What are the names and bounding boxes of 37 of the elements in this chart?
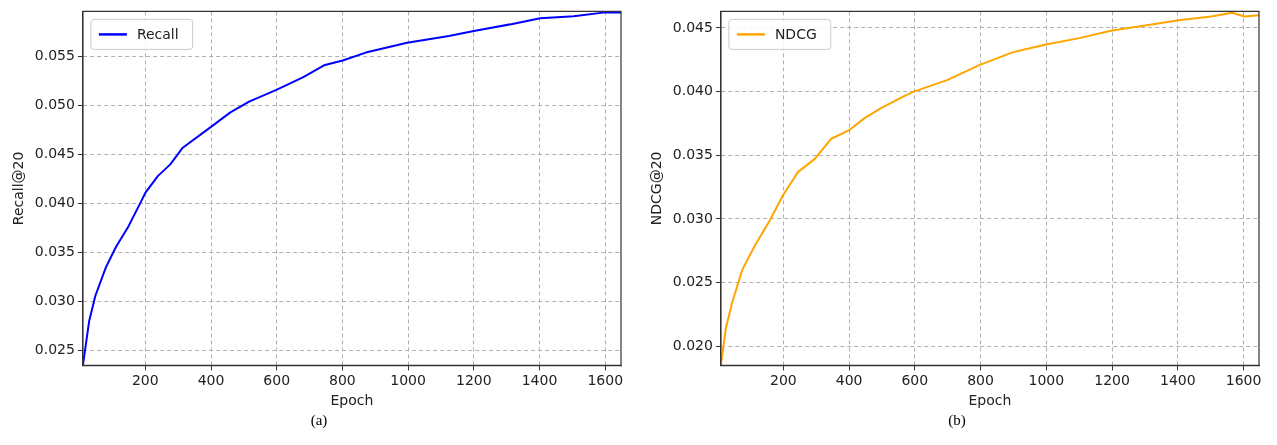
x-tick-label: 1600 <box>587 372 624 389</box>
x-tick-label: 200 <box>769 372 797 389</box>
y-tick-label: 0.030 <box>34 292 75 309</box>
y-tick-label: 0.025 <box>672 273 713 290</box>
x-tick-label: 1400 <box>1159 372 1196 389</box>
y-tick-label: 0.040 <box>672 82 713 99</box>
x-axis-title: Epoch <box>968 392 1012 409</box>
x-tick-label: 600 <box>263 372 291 389</box>
x-tick-label: 400 <box>197 372 225 389</box>
x-tick-label: 200 <box>131 372 159 389</box>
y-axis-title: NDCG@20 <box>648 151 665 226</box>
y-tick-label: 0.035 <box>34 243 75 260</box>
y-axis-title: Recall@20 <box>10 151 27 226</box>
text: (b) <box>948 412 966 429</box>
y-tick-label: 0.050 <box>34 96 75 113</box>
y-tick-label: 0.020 <box>672 336 713 353</box>
text: (a) <box>310 412 328 429</box>
y-tick-label: 0.045 <box>34 145 75 162</box>
y-tick-label: 0.055 <box>34 47 75 64</box>
x-tick-label: 1600 <box>1225 372 1262 389</box>
y-tick-label: 0.040 <box>34 194 75 211</box>
y-tick-label: 0.025 <box>34 341 75 358</box>
x-tick-label: 400 <box>835 372 863 389</box>
x-tick-label: 800 <box>967 372 994 389</box>
y-tick-label: 0.045 <box>672 18 713 35</box>
legend-label: Recall <box>136 26 179 43</box>
x-tick-label: 600 <box>901 372 929 389</box>
x-tick-label: 1000 <box>390 372 426 389</box>
legend-label: NDCG <box>774 26 817 43</box>
x-tick-label: 1200 <box>456 372 492 389</box>
x-tick-label: 1000 <box>1028 372 1065 389</box>
x-tick-label: 1200 <box>1094 372 1130 389</box>
y-tick-label: 0.035 <box>672 145 713 162</box>
x-tick-label: 800 <box>329 372 356 389</box>
y-tick-label: 0.030 <box>672 209 713 226</box>
x-axis-title: Epoch <box>330 392 374 409</box>
x-tick-label: 1400 <box>521 372 558 389</box>
